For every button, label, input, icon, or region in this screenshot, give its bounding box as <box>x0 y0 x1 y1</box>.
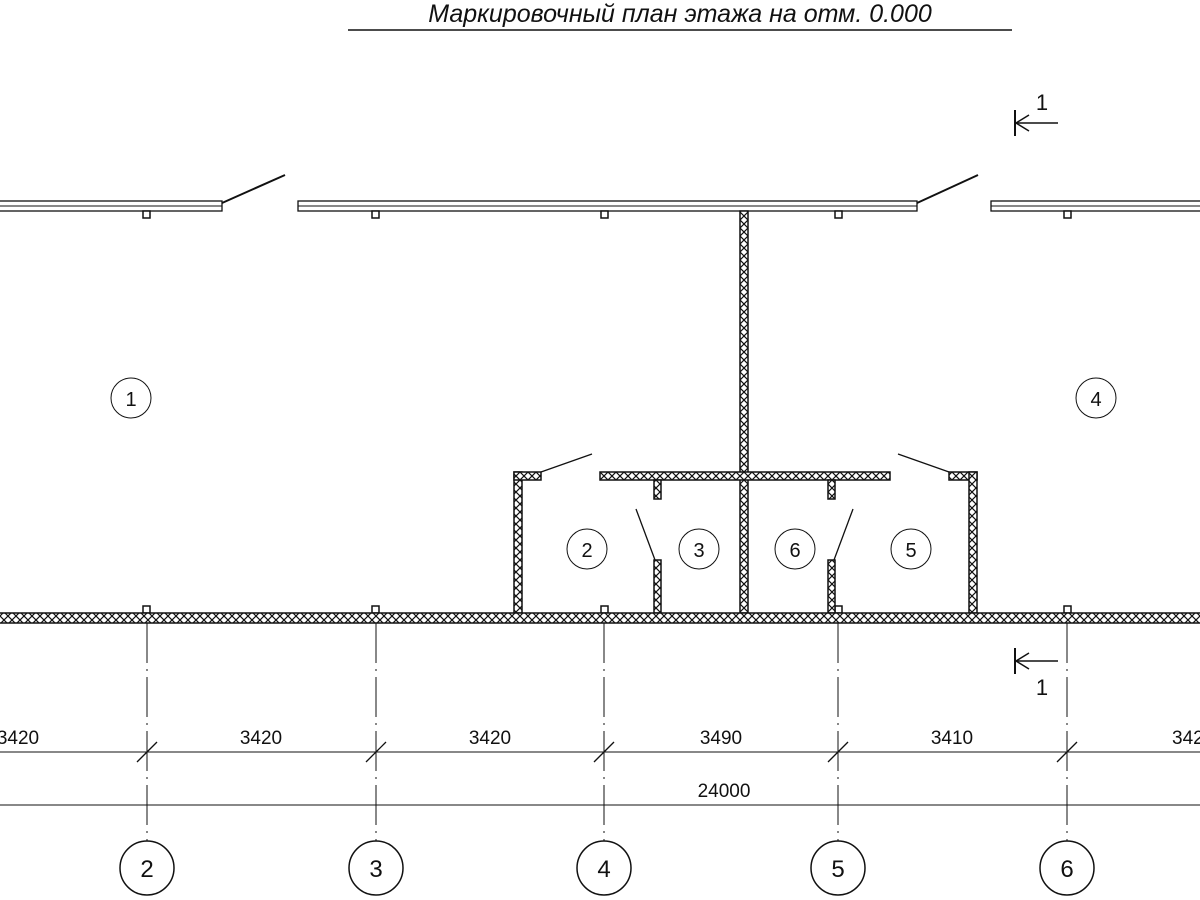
room-label-2: 2 <box>566 528 608 570</box>
dim-span-2: 3420 <box>240 728 282 749</box>
svg-text:3: 3 <box>369 856 382 883</box>
svg-text:5: 5 <box>831 856 844 883</box>
dim-total: 24000 <box>698 781 751 802</box>
dim-span-6: 3420 <box>1172 728 1200 749</box>
dim-span-1: 3420 <box>0 728 39 749</box>
svg-text:6: 6 <box>789 540 800 562</box>
room-label-3: 3 <box>678 528 720 570</box>
room-label-4: 4 <box>1075 377 1117 419</box>
grid-axis-lines <box>146 623 1068 841</box>
axis-bubble-3: 3 <box>348 840 404 896</box>
svg-text:1: 1 <box>1036 90 1048 115</box>
dimension-ticks <box>136 741 1078 763</box>
svg-text:6: 6 <box>1060 856 1073 883</box>
dim-span-3: 3420 <box>469 728 511 749</box>
top-wall <box>0 200 1200 212</box>
bottom-wall <box>0 612 1200 624</box>
svg-text:2: 2 <box>581 540 592 562</box>
room-label-6: 6 <box>774 528 816 570</box>
dim-span-4: 3490 <box>700 728 742 749</box>
room-label-5: 5 <box>890 528 932 570</box>
dim-span-5: 3410 <box>931 728 973 749</box>
dimension-labels: 3420 3420 3420 3490 3410 3420 24000 <box>0 728 1200 802</box>
svg-text:4: 4 <box>1090 389 1101 411</box>
door-swing-top-right <box>916 174 979 204</box>
axis-bubble-4: 4 <box>576 840 632 896</box>
svg-text:2: 2 <box>140 856 153 883</box>
svg-text:3: 3 <box>693 540 704 562</box>
axis-bubble-5: 5 <box>810 840 866 896</box>
columns-bottom <box>142 605 1072 614</box>
door-swing-top-left <box>221 174 286 204</box>
svg-text:5: 5 <box>905 540 916 562</box>
door-swings <box>540 453 950 561</box>
svg-text:4: 4 <box>597 856 610 883</box>
svg-text:1: 1 <box>125 389 136 411</box>
interior-walls <box>513 210 978 614</box>
drawing-title: Маркировочный план этажа на отм. 0.000 <box>428 0 932 28</box>
section-mark-bottom: 1 <box>1014 648 1058 700</box>
axis-bubble-6: 6 <box>1039 840 1095 896</box>
svg-text:1: 1 <box>1036 675 1048 700</box>
room-label-1: 1 <box>110 377 152 419</box>
columns-top <box>142 210 1072 219</box>
axis-bubble-2: 2 <box>119 840 175 896</box>
section-mark-top: 1 <box>1014 90 1058 136</box>
